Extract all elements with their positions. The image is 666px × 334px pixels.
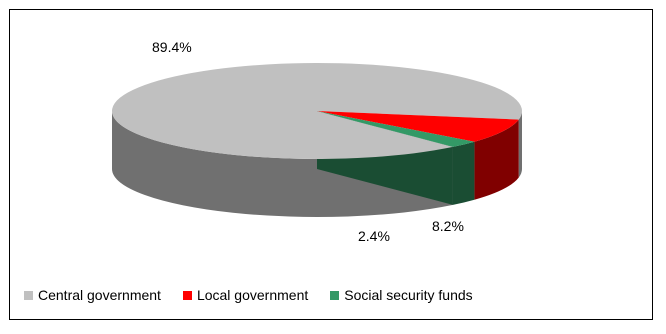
legend-item-central-government: Central government (24, 287, 161, 303)
pie-side-central-government (518, 111, 522, 178)
pie-slice-local-government (317, 111, 519, 142)
legend-label-local-government: Local government (196, 287, 309, 303)
pie-side-local-government (474, 119, 519, 200)
legend-label-central-government: Central government (38, 287, 161, 303)
pie-side-central-government (111, 111, 453, 218)
value-label-central-government: 89.4% (152, 39, 192, 55)
legend-swatch-social-security-funds (330, 290, 340, 300)
legend-item-local-government: Local government (182, 287, 309, 303)
pie-slice-central-government (111, 63, 522, 160)
pie-tops (111, 63, 522, 160)
legend: Central government Local government Soci… (24, 285, 495, 305)
legend-swatch-central-government (24, 290, 33, 300)
legend-label-social-security-funds: Social security funds (344, 287, 473, 303)
legend-swatch-local-government (182, 290, 192, 300)
value-label-local-government: 8.2% (432, 218, 464, 234)
pie-slice-social-security-funds (317, 111, 475, 147)
value-label-social-security-funds: 2.4% (358, 228, 390, 244)
pie-side-social-security-funds (452, 141, 475, 205)
legend-item-social-security-funds: Social security funds (330, 287, 473, 303)
